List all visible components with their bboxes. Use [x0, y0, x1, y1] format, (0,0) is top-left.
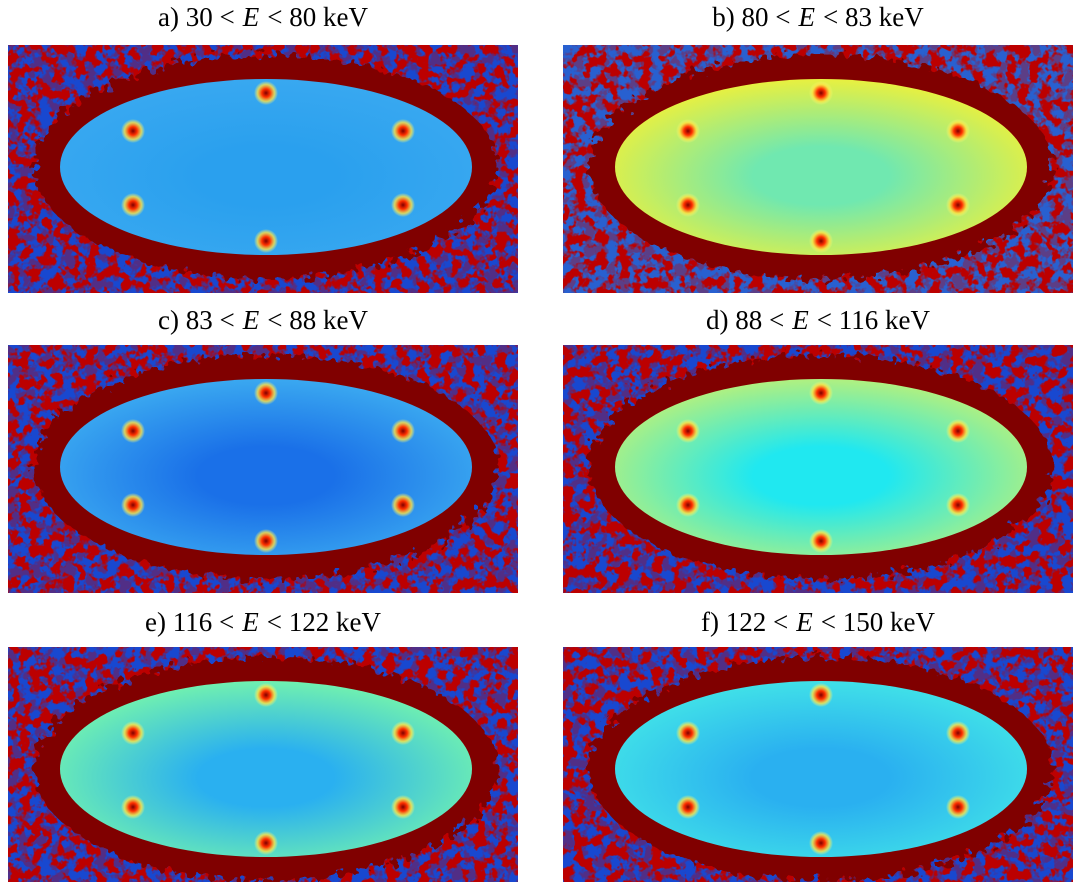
spot	[121, 795, 145, 819]
spot	[946, 119, 970, 143]
detector-image	[8, 45, 518, 293]
caption-part: E	[243, 305, 260, 335]
disk	[60, 379, 472, 555]
spot	[946, 419, 970, 443]
spot	[121, 493, 145, 517]
disk	[615, 681, 1027, 857]
spot	[809, 381, 833, 405]
spot	[391, 721, 415, 745]
panel-caption: f) 122 < E < 150 keV	[563, 607, 1073, 638]
detector-image	[563, 647, 1073, 882]
spot	[254, 381, 278, 405]
spot	[254, 683, 278, 707]
panel-caption: e) 116 < E < 122 keV	[8, 607, 518, 638]
spot	[946, 795, 970, 819]
spot	[121, 119, 145, 143]
caption-part: E	[796, 607, 813, 637]
spot	[121, 721, 145, 745]
panel-caption: c) 83 < E< 88 keV	[8, 305, 518, 336]
disk	[60, 79, 472, 255]
caption-part: E	[799, 2, 816, 32]
spot	[809, 683, 833, 707]
caption-part: < 116 keV	[817, 305, 930, 335]
spot	[676, 193, 700, 217]
spot	[254, 229, 278, 253]
disk	[60, 681, 472, 857]
spot	[946, 493, 970, 517]
caption-part: b) 80 <	[712, 2, 790, 32]
spot	[254, 831, 278, 855]
detector-image	[8, 647, 518, 882]
detector-image	[563, 345, 1073, 593]
caption-part: < 88 keV	[267, 305, 368, 335]
caption-part: < 150 keV	[821, 607, 935, 637]
disk	[615, 379, 1027, 555]
spot	[676, 493, 700, 517]
spot	[809, 81, 833, 105]
spot	[676, 119, 700, 143]
spot	[676, 795, 700, 819]
disk	[615, 79, 1027, 255]
detector-image	[563, 45, 1073, 293]
spot	[391, 493, 415, 517]
panel-caption: d) 88 < E < 116 keV	[563, 305, 1073, 336]
spot	[391, 795, 415, 819]
caption-part: E	[792, 305, 809, 335]
spot	[809, 529, 833, 553]
caption-part: e) 116 <	[145, 607, 234, 637]
caption-part: E	[242, 607, 259, 637]
spot	[809, 831, 833, 855]
spot	[391, 193, 415, 217]
caption-part: < 83 keV	[823, 2, 924, 32]
spot	[676, 419, 700, 443]
spot	[121, 193, 145, 217]
spot	[946, 193, 970, 217]
caption-part: E	[243, 2, 260, 32]
figure: a) 30 <E< 80 keVb) 80 <E< 83 keVc) 83 <E…	[0, 0, 1081, 882]
spot	[391, 119, 415, 143]
caption-part: < 122 keV	[267, 607, 381, 637]
spot	[254, 81, 278, 105]
caption-part: c) 83 <	[158, 305, 235, 335]
spot	[946, 721, 970, 745]
spot	[121, 419, 145, 443]
spot	[254, 529, 278, 553]
caption-part: < 80 keV	[267, 2, 368, 32]
caption-part: f) 122 <	[701, 607, 788, 637]
spot	[391, 419, 415, 443]
spot	[809, 229, 833, 253]
panel-caption: b) 80 < E< 83 keV	[563, 2, 1073, 33]
spot	[676, 721, 700, 745]
panel-caption: a) 30 < E< 80 keV	[8, 2, 518, 33]
detector-image	[8, 345, 518, 593]
caption-part: a) 30 <	[158, 2, 235, 32]
caption-part: d) 88 <	[706, 305, 784, 335]
